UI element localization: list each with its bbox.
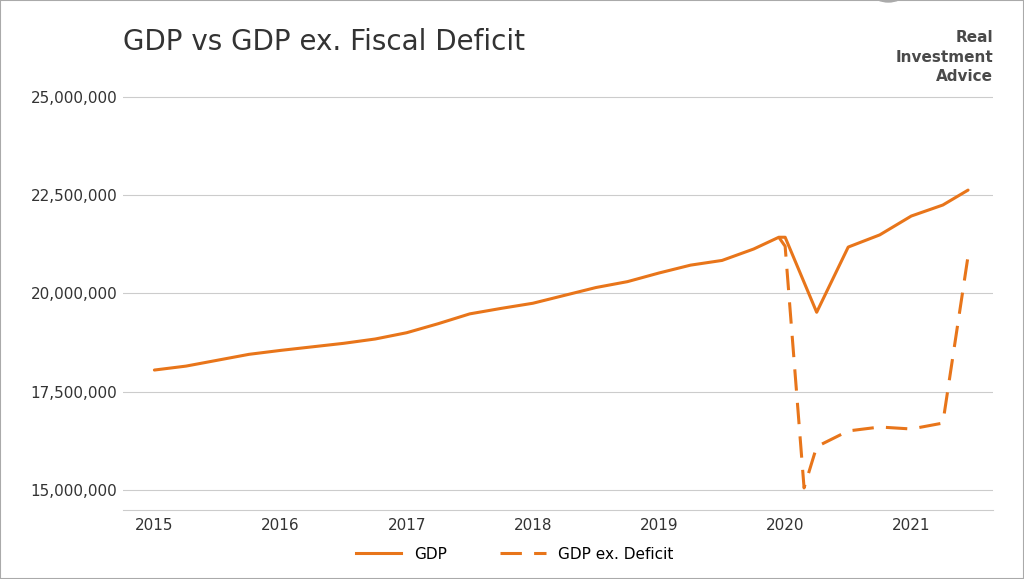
- Text: GDP vs GDP ex. Fiscal Deficit: GDP vs GDP ex. Fiscal Deficit: [123, 28, 525, 56]
- Legend: GDP, GDP ex. Deficit: GDP, GDP ex. Deficit: [349, 541, 680, 568]
- Text: Real
Investment
Advice: Real Investment Advice: [896, 30, 993, 85]
- Circle shape: [860, 0, 916, 2]
